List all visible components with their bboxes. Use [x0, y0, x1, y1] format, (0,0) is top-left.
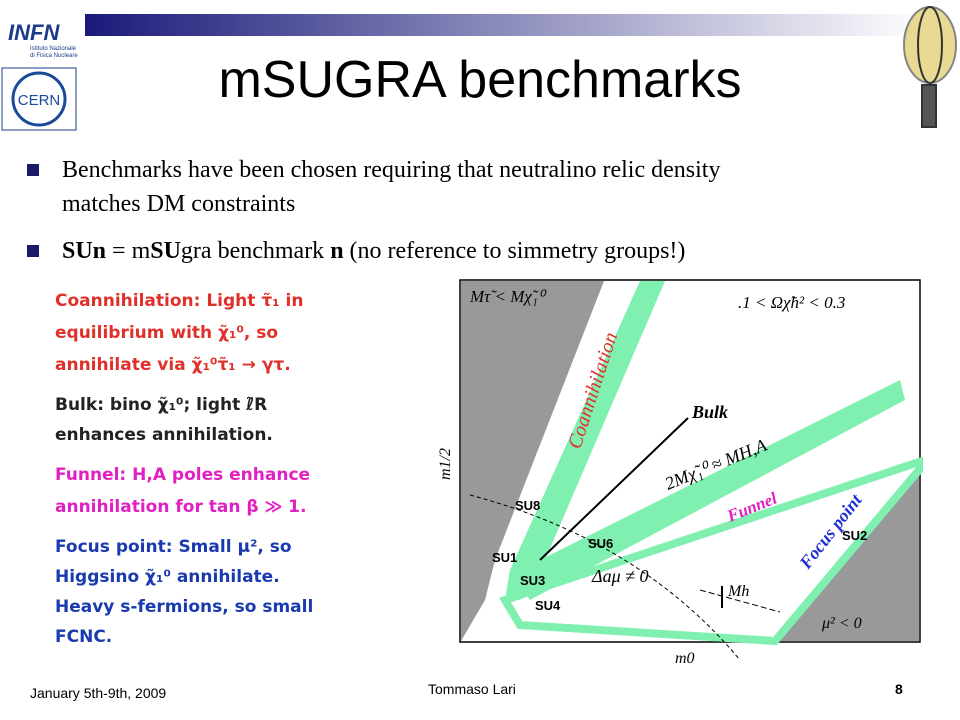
left-panel: Coannihilation: Light τ̃₁ in equilibrium…: [55, 291, 313, 647]
bullet-marker: [27, 164, 39, 176]
text: gra benchmark: [181, 238, 330, 264]
benchmark-label: SU8: [515, 498, 540, 513]
bold-text: SUn: [62, 238, 106, 264]
panel-line: equilibrium with χ̃₁⁰, so: [55, 323, 278, 343]
cern-circle: [11, 71, 67, 127]
panel-line: Focus point: Small μ², so: [55, 537, 292, 557]
panel-line: annihilation for tan β ≫ 1.: [55, 497, 306, 517]
panel-line: Coannihilation: Light τ̃₁ in: [55, 291, 303, 311]
benchmark-label: SU3: [520, 573, 545, 588]
bullet-text: SUn = mSUgra benchmark n (no reference t…: [62, 238, 685, 264]
atlas-logo: [903, 6, 957, 128]
bold-text: SU: [150, 238, 181, 264]
amu-curve: [469, 494, 741, 661]
benchmark-label: SU6: [588, 536, 613, 551]
bold-text: n: [330, 238, 343, 264]
plot-label: .1 < Ωχ̃h² < 0.3: [738, 293, 845, 312]
bullet-text: Benchmarks have been chosen requiring th…: [62, 157, 720, 183]
plot: Mτ̃ < Mχ̃₁⁰ .1 < Ωχ̃h² < 0.3 Coannihilat…: [437, 279, 923, 667]
funnel-band: [510, 380, 905, 600]
plot-label: μ² < 0: [821, 615, 862, 632]
axis-label: m1/2: [437, 448, 454, 480]
panel-line: enhances annihilation.: [55, 425, 273, 445]
panel-line: Heavy s-fermions, so small: [55, 597, 313, 617]
panel-line: annihilate via χ̃₁⁰τ̃₁ → γτ.: [55, 355, 291, 375]
excluded-region: [461, 281, 604, 641]
footer-author: Tommaso Lari: [428, 681, 516, 697]
focus-band: [499, 456, 923, 646]
bullet-marker: [27, 245, 39, 257]
header-bar: [85, 14, 925, 36]
panel-line: Bulk: bino χ̃₁⁰; light ℓ̃R: [55, 395, 267, 415]
text: = m: [106, 238, 151, 264]
bullet-text: matches DM constraints: [62, 191, 295, 217]
panel-line: Higgsino χ̃₁⁰ annihilate.: [55, 567, 280, 587]
page-number: 8: [895, 681, 903, 697]
slide-title: mSUGRA benchmarks: [218, 51, 741, 109]
infn-sub: Istituto Nazionale: [30, 46, 77, 52]
plot-label: Mh: [727, 583, 749, 600]
panel-line: FCNC.: [55, 627, 112, 647]
benchmark-label: SU2: [842, 528, 867, 543]
panel-line: Funnel: H,A poles enhance: [55, 465, 310, 485]
cern-text: CERN: [18, 92, 61, 109]
axis-label: m0: [675, 650, 695, 667]
benchmark-label: SU1: [492, 550, 517, 565]
bulk-arrow: [539, 417, 689, 561]
mh-line: [699, 589, 781, 613]
benchmark-label: SU4: [535, 598, 561, 613]
footer-date: January 5th-9th, 2009: [30, 685, 166, 701]
plot-label: Bulk: [691, 402, 728, 422]
cern-logo: CERN: [1, 67, 77, 131]
plot-label: Δaμ ≠ 0: [591, 566, 648, 586]
plot-label: Mτ̃ < Mχ̃₁⁰: [469, 287, 547, 306]
text: (no reference to simmetry groups!): [344, 238, 686, 264]
infn-text: INFN: [8, 20, 60, 45]
infn-sub: di Fisica Nucleare: [30, 53, 78, 59]
infn-logo: INFN Istituto Nazionale di Fisica Nuclea…: [8, 20, 78, 59]
